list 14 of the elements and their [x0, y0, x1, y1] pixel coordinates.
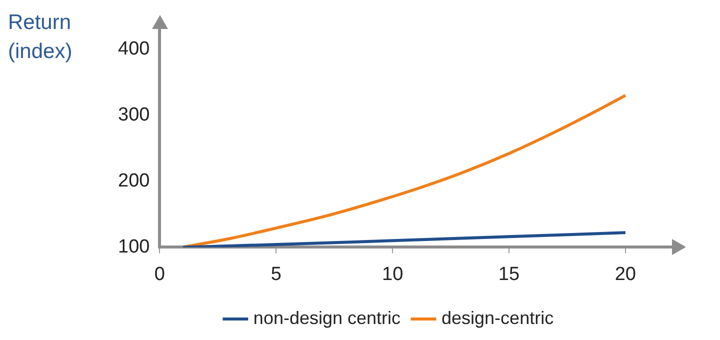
x-tick-label: 15: [498, 264, 520, 285]
x-tick-label: 10: [382, 264, 404, 285]
y-tick-label: 100: [118, 236, 150, 258]
x-tick-label: 20: [614, 264, 636, 285]
x-tick-label: 5: [270, 264, 282, 285]
y-tick-label: 300: [118, 104, 150, 126]
y-tick-label: 200: [118, 170, 150, 192]
legend-label: non-design centric: [253, 308, 401, 328]
line-series: [181, 231, 627, 248]
x-tick-label: 0: [154, 264, 165, 285]
line-series: [181, 94, 627, 248]
y-tick-label: 400: [118, 38, 150, 60]
y-axis-title: Return (index): [8, 10, 74, 65]
legend-label: design-centric: [442, 308, 554, 328]
